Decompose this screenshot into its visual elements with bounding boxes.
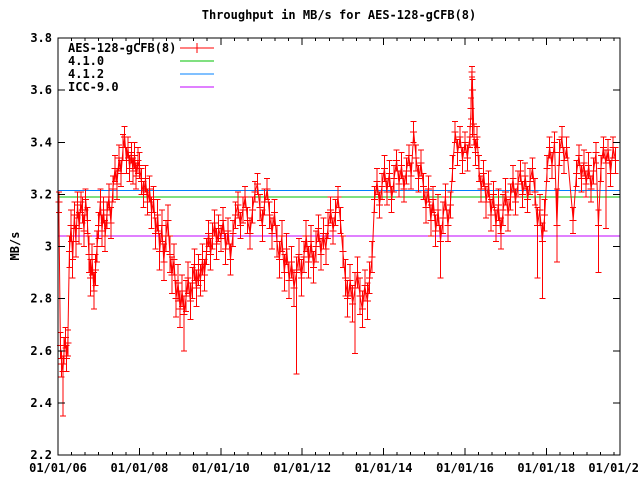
chart-title: Throughput in MB/s for AES-128-gCFB(8) bbox=[201, 8, 477, 22]
axis-ticks bbox=[57, 37, 620, 456]
legend-label-icc-9.0: ICC-9.0 bbox=[68, 80, 119, 94]
x-tick-label: 01/01/12 bbox=[273, 461, 331, 475]
y-tick-label: 3 bbox=[45, 240, 52, 254]
x-tick-label: 01/01/06 bbox=[29, 461, 87, 475]
y-tick-label: 2.6 bbox=[30, 344, 52, 358]
y-tick-label: 2.4 bbox=[30, 396, 52, 410]
legend-label-4.1.0: 4.1.0 bbox=[68, 54, 104, 68]
x-tick-label: 01/01/2 bbox=[588, 461, 639, 475]
series-point-markers bbox=[55, 68, 619, 376]
y-tick-label: 3.4 bbox=[30, 135, 52, 149]
x-tick-label: 01/01/18 bbox=[517, 461, 575, 475]
series-error-caps bbox=[55, 66, 619, 417]
series-line-aes-128-gcfb(8) bbox=[58, 71, 616, 372]
legend-label-4.1.2: 4.1.2 bbox=[68, 67, 104, 81]
x-tick-label: 01/01/08 bbox=[111, 461, 169, 475]
y-tick-label: 2.8 bbox=[30, 292, 52, 306]
y-tick-label: 3.8 bbox=[30, 31, 52, 45]
plot-border bbox=[57, 37, 621, 456]
x-tick-label: 01/01/16 bbox=[436, 461, 494, 475]
legend-sample-aes-128-gcfb(8) bbox=[180, 43, 214, 53]
y-tick-label: 3.2 bbox=[30, 187, 52, 201]
legend-label-aes-128-gcfb(8): AES-128-gCFB(8) bbox=[68, 41, 176, 55]
y-tick-label: 3.6 bbox=[30, 83, 52, 97]
x-tick-label: 01/01/14 bbox=[355, 461, 413, 475]
y-tick-label: 2.2 bbox=[30, 448, 52, 462]
x-tick-label: 01/01/10 bbox=[192, 461, 250, 475]
series-error-whiskers bbox=[58, 66, 616, 416]
